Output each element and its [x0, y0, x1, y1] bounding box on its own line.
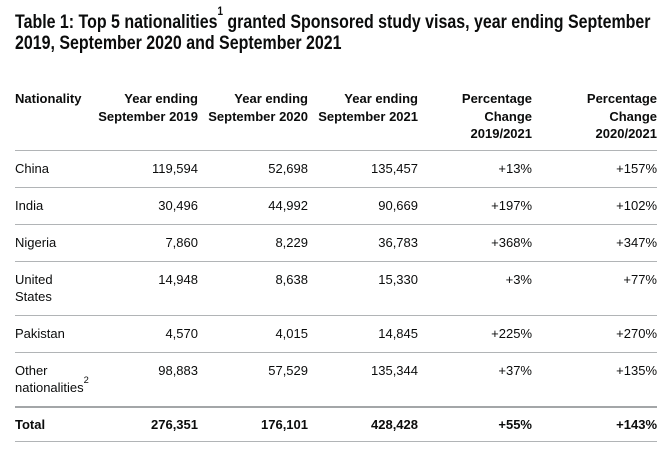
cell-nigeria-pct-change-2019-2021: +368% — [418, 224, 532, 262]
cell-other-nationalities-ye-september-2019: 98,883 — [95, 352, 198, 407]
cell-pakistan-ye-september-2020: 4,015 — [198, 315, 308, 353]
text-line: United — [15, 271, 53, 287]
table-header-row: Nationality Year ending September 2019 Year… — [15, 90, 657, 151]
text-line: India — [15, 197, 44, 213]
cell-united-states-ye-september-2021: 15,330 — [308, 261, 418, 316]
table-row-united-states: United States 14,948 8,638 15,330 +3% +77% — [15, 261, 657, 316]
cell-united-states-ye-september-2019: 14,948 — [95, 261, 198, 316]
cell-china-pct-change-2020-2021: +157% — [532, 150, 657, 188]
title-text-after-superscript: granted Sponsored study visas, year endi… — [222, 12, 651, 33]
table-row-pakistan: Pakistan 4,570 4,015 14,845 +225% +270% — [15, 315, 657, 353]
table-body: China 119,594 52,698 135,457 +13% +157% India 3… — [15, 150, 657, 442]
cell-china-ye-september-2021: 135,457 — [308, 150, 418, 188]
text-line: States — [15, 288, 52, 304]
cell-other-nationalities-pct-change-2019-2021: +37% — [418, 352, 532, 407]
cell-total-ye-september-2020: 176,101 — [198, 405, 308, 442]
row-label-china: China — [15, 150, 95, 188]
label-superscript: 2 — [83, 374, 89, 385]
cell-united-states-pct-change-2019-2021: +3% — [418, 261, 532, 316]
column-header-pct-change-2019-2021: Percentage Change 2019/2021 — [418, 90, 532, 151]
column-header-ye-september-2020: Year ending September 2020 — [198, 90, 308, 151]
text-line: Year ending — [344, 91, 418, 106]
text-line: 2020/2021 — [595, 126, 657, 141]
text-line: Percentage — [586, 91, 657, 106]
cell-other-nationalities-ye-september-2020: 57,529 — [198, 352, 308, 407]
row-label-total: Total — [15, 405, 95, 442]
text-line: Year ending — [234, 91, 308, 106]
row-label-united-states: United States — [15, 261, 95, 316]
cell-nigeria-ye-september-2021: 36,783 — [308, 224, 418, 262]
text-line: nationalities — [15, 379, 84, 395]
cell-china-pct-change-2019-2021: +13% — [418, 150, 532, 188]
cell-china-ye-september-2019: 119,594 — [95, 150, 198, 188]
visa-table: Nationality Year ending September 2019 Year… — [15, 90, 657, 442]
cell-total-pct-change-2019-2021: +55% — [418, 405, 532, 442]
title-line-2: 2019, September 2020 and September 2021 — [15, 33, 342, 54]
text-line: September 2020 — [208, 108, 308, 124]
text-line: Change — [484, 108, 532, 124]
table-row-india: India 30,496 44,992 90,669 +197% +102% — [15, 187, 657, 225]
title-superscript-1: 1 — [217, 5, 223, 19]
title-text-before-superscript: Table 1: Top 5 nationalities — [15, 12, 218, 33]
page-container: Table 1: Top 5 nationalities1 granted Sp… — [15, 6, 657, 442]
text-line: Total — [15, 416, 46, 432]
cell-pakistan-pct-change-2020-2021: +270% — [532, 315, 657, 353]
text-line: Year ending — [124, 91, 198, 106]
cell-india-pct-change-2020-2021: +102% — [532, 187, 657, 225]
cell-nigeria-ye-september-2019: 7,860 — [95, 224, 198, 262]
row-label-india: India — [15, 187, 95, 225]
cell-india-ye-september-2021: 90,669 — [308, 187, 418, 225]
title-line-1: Table 1: Top 5 nationalities1 granted Sp… — [15, 6, 650, 33]
column-header-ye-september-2019: Year ending September 2019 — [95, 90, 198, 151]
text-line: Pakistan — [15, 325, 65, 341]
cell-total-ye-september-2019: 276,351 — [95, 405, 198, 442]
row-label-nigeria: Nigeria — [15, 224, 95, 262]
text-line: September 2021 — [318, 108, 418, 124]
table-header: Nationality Year ending September 2019 Year… — [15, 90, 657, 151]
text-line: Change — [609, 108, 657, 124]
cell-united-states-pct-change-2020-2021: +77% — [532, 261, 657, 316]
text-line: China — [15, 160, 49, 176]
column-header-ye-september-2021: Year ending September 2021 — [308, 90, 418, 151]
table-row-nigeria: Nigeria 7,860 8,229 36,783 +368% +347% — [15, 224, 657, 262]
cell-other-nationalities-ye-september-2021: 135,344 — [308, 352, 418, 407]
text-line: Percentage — [461, 91, 532, 106]
cell-nigeria-pct-change-2020-2021: +347% — [532, 224, 657, 262]
cell-total-ye-september-2021: 428,428 — [308, 405, 418, 442]
cell-pakistan-pct-change-2019-2021: +225% — [418, 315, 532, 353]
text-line: Other — [15, 362, 48, 378]
text-line: 2019/2021 — [470, 126, 532, 141]
table-row-china: China 119,594 52,698 135,457 +13% +157% — [15, 150, 657, 188]
table-row-other-nationalities: Other nationalities2 98,883 57,529 135,344 +3… — [15, 352, 657, 407]
row-label-other-nationalities: Other nationalities2 — [15, 352, 95, 407]
column-header-pct-change-2020-2021: Percentage Change 2020/2021 — [532, 90, 657, 151]
cell-india-ye-september-2019: 30,496 — [95, 187, 198, 225]
table-title: Table 1: Top 5 nationalities1 granted Sp… — [15, 6, 657, 54]
cell-united-states-ye-september-2020: 8,638 — [198, 261, 308, 316]
cell-pakistan-ye-september-2019: 4,570 — [95, 315, 198, 353]
text-line: September 2019 — [98, 108, 198, 124]
cell-nigeria-ye-september-2020: 8,229 — [198, 224, 308, 262]
cell-pakistan-ye-september-2021: 14,845 — [308, 315, 418, 353]
column-header-nationality: Nationality — [15, 90, 95, 151]
text-line: Nationality — [15, 91, 82, 106]
cell-total-pct-change-2020-2021: +143% — [532, 405, 657, 442]
table-row-total: Total 276,351 176,101 428,428 +55% +143% — [15, 405, 657, 442]
cell-india-ye-september-2020: 44,992 — [198, 187, 308, 225]
cell-other-nationalities-pct-change-2020-2021: +135% — [532, 352, 657, 407]
cell-china-ye-september-2020: 52,698 — [198, 150, 308, 188]
text-line: Nigeria — [15, 234, 57, 250]
cell-india-pct-change-2019-2021: +197% — [418, 187, 532, 225]
row-label-pakistan: Pakistan — [15, 315, 95, 353]
